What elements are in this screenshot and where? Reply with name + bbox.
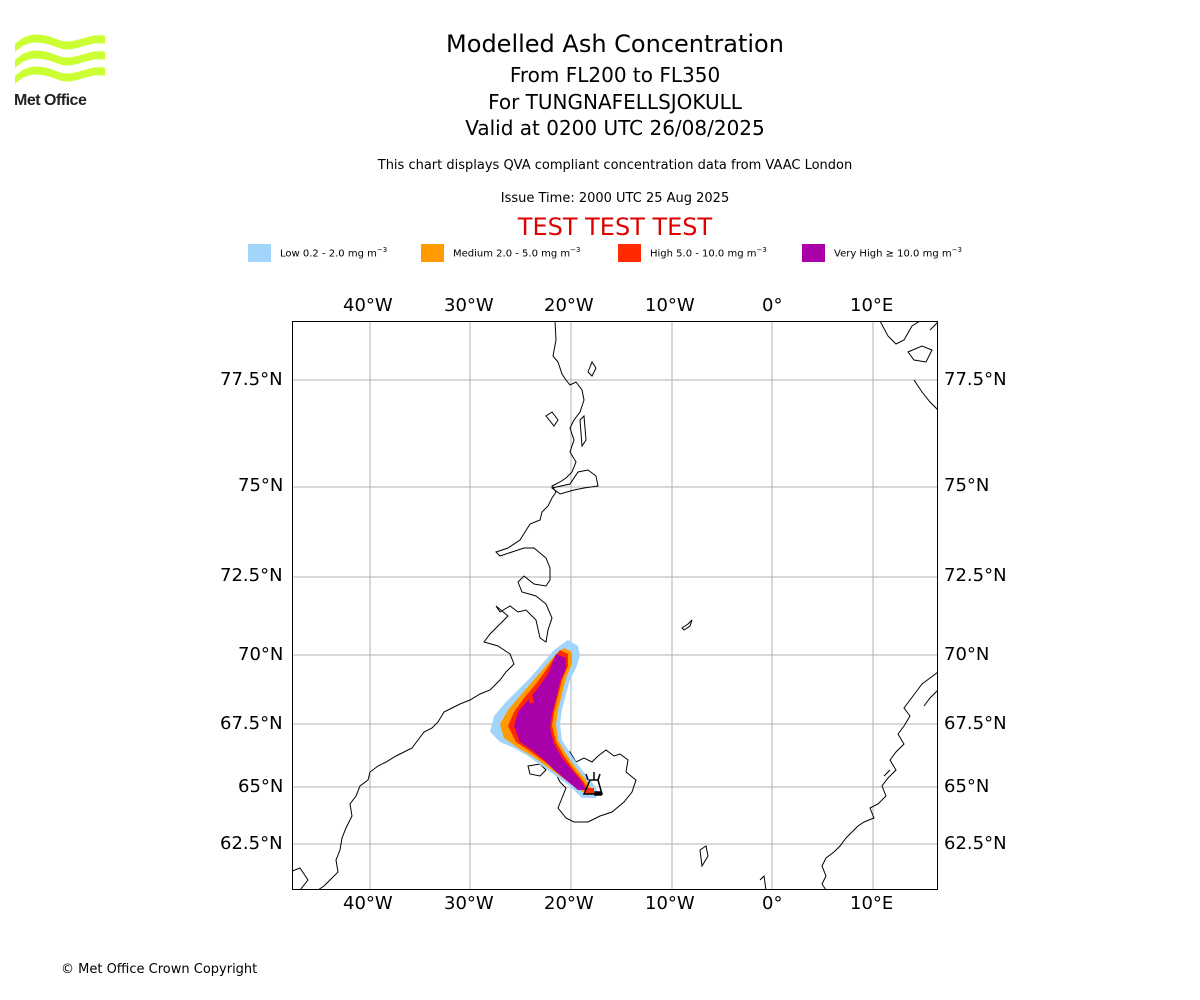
legend-item-medium: Medium 2.0 - 5.0 mg m−3 bbox=[421, 244, 580, 262]
legend-item-high: High 5.0 - 10.0 mg m−3 bbox=[618, 244, 767, 262]
copyright-notice: © Met Office Crown Copyright bbox=[61, 962, 258, 977]
lon-tick-bottom-0: 0° bbox=[762, 893, 783, 914]
flight-level-subtitle: From FL200 to FL350 bbox=[509, 63, 721, 87]
lat-tick-left-72-5n: 72.5°N bbox=[220, 565, 283, 586]
legend-swatch-low bbox=[248, 244, 271, 262]
lat-tick-right-75n: 75°N bbox=[944, 475, 990, 496]
jan-mayen-coastline bbox=[681, 619, 693, 631]
lon-tick-top-10e: 10°E bbox=[850, 295, 894, 316]
lat-tick-left-77-5n: 77.5°N bbox=[220, 369, 283, 390]
svalbard-coastline bbox=[879, 321, 921, 345]
chart-title: Modelled Ash Concentration bbox=[446, 30, 784, 58]
lon-tick-top-20w: 20°W bbox=[544, 295, 594, 316]
lon-tick-bottom-20w: 20°W bbox=[544, 893, 594, 914]
lon-tick-bottom-10e: 10°E bbox=[850, 893, 894, 914]
volcano-subtitle: For TUNGNAFELLSJOKULL bbox=[488, 90, 742, 114]
legend-swatch-medium bbox=[421, 244, 444, 262]
coastlines bbox=[292, 321, 938, 890]
lat-tick-left-62-5n: 62.5°N bbox=[220, 833, 283, 854]
qva-note: This chart displays QVA compliant concen… bbox=[377, 158, 853, 173]
lat-tick-right-70n: 70°N bbox=[944, 644, 990, 665]
norway-coastline bbox=[821, 671, 938, 890]
map-content bbox=[292, 321, 938, 890]
iceland-coastline bbox=[539, 745, 637, 823]
lat-tick-right-65n: 65°N bbox=[944, 776, 990, 797]
lon-tick-bottom-40w: 40°W bbox=[343, 893, 393, 914]
ash-very-high-contour bbox=[514, 654, 586, 790]
valid-time-subtitle: Valid at 0200 UTC 26/08/2025 bbox=[465, 116, 765, 140]
graticule bbox=[292, 321, 938, 890]
lon-tick-top-40w: 40°W bbox=[343, 295, 393, 316]
lon-tick-bottom-30w: 30°W bbox=[444, 893, 494, 914]
legend-item-low: Low 0.2 - 2.0 mg m−3 bbox=[248, 244, 387, 262]
legend-swatch-very-high bbox=[802, 244, 825, 262]
map-frame bbox=[292, 321, 938, 890]
lat-tick-right-72-5n: 72.5°N bbox=[944, 565, 1007, 586]
lat-tick-left-65n: 65°N bbox=[238, 776, 284, 797]
lat-tick-left-67-5n: 67.5°N bbox=[220, 713, 283, 734]
lat-tick-right-62-5n: 62.5°N bbox=[944, 833, 1007, 854]
lat-tick-left-70n: 70°N bbox=[238, 644, 284, 665]
lon-tick-bottom-10w: 10°W bbox=[645, 893, 695, 914]
met-office-logo bbox=[15, 34, 105, 84]
lat-tick-right-67-5n: 67.5°N bbox=[944, 713, 1007, 734]
ash-plume bbox=[490, 640, 598, 798]
lat-tick-left-75n: 75°N bbox=[238, 475, 284, 496]
lon-tick-top-0: 0° bbox=[762, 295, 783, 316]
greenland-coastline bbox=[317, 321, 585, 890]
issue-time: Issue Time: 2000 UTC 25 Aug 2025 bbox=[500, 191, 730, 206]
lon-tick-top-10w: 10°W bbox=[645, 295, 695, 316]
volcano-marker bbox=[582, 772, 603, 796]
lat-tick-right-77-5n: 77.5°N bbox=[944, 369, 1007, 390]
legend-item-very-high: Very High ≥ 10.0 mg m−3 bbox=[802, 244, 962, 262]
legend-swatch-high bbox=[618, 244, 641, 262]
lon-tick-top-30w: 30°W bbox=[444, 295, 494, 316]
met-office-logo-text: Met Office bbox=[14, 92, 87, 109]
test-banner: TEST TEST TEST bbox=[517, 213, 713, 241]
